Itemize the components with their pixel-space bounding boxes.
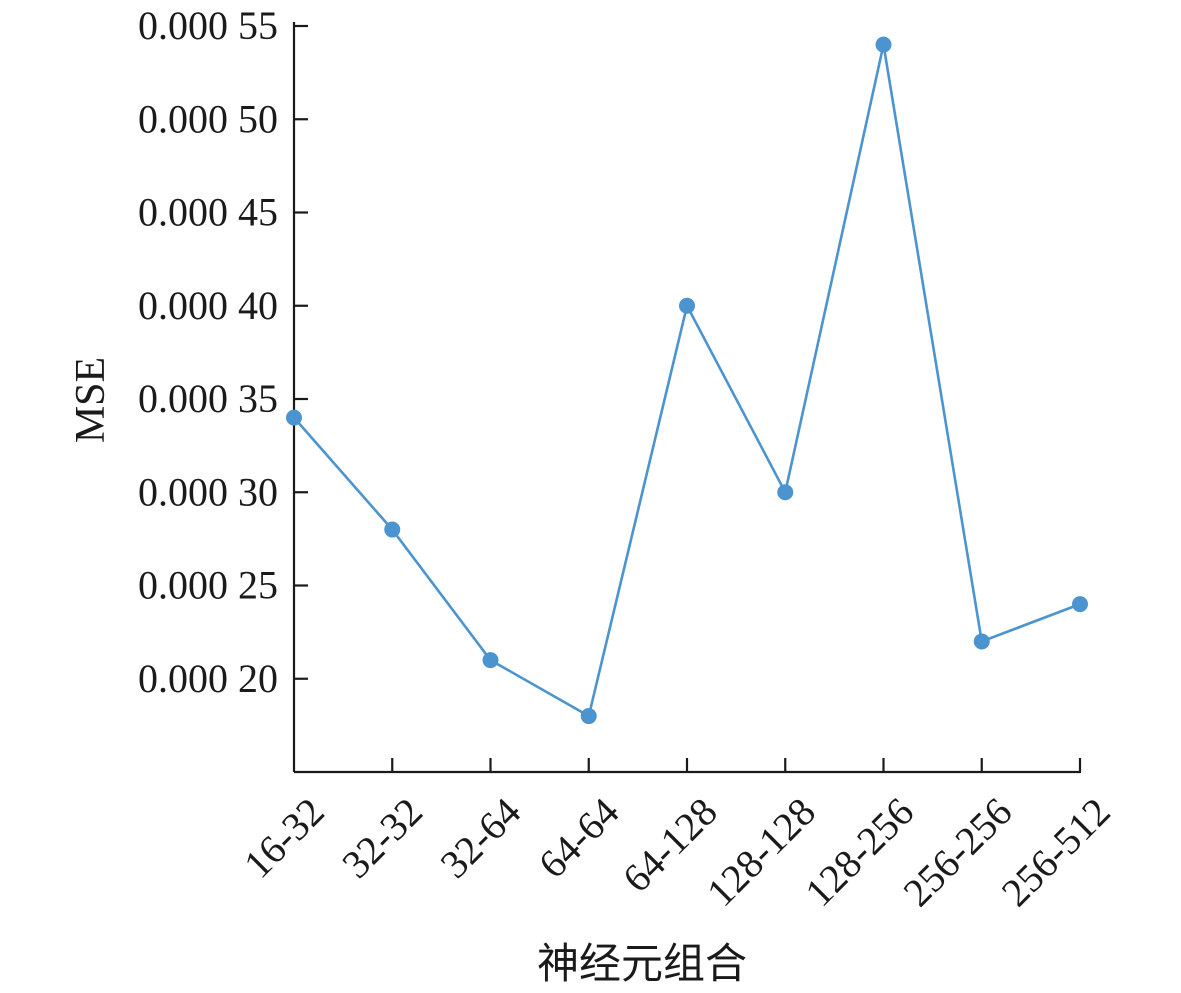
x-tick-label: 64-64 [530, 789, 628, 887]
data-point [580, 708, 597, 725]
y-tick-label: 0.000 50 [138, 96, 278, 141]
y-tick-label: 0.000 25 [138, 563, 278, 608]
y-tick-label: 0.000 20 [138, 656, 278, 701]
y-tick-label: 0.000 35 [138, 376, 278, 421]
y-tick-label: 0.000 45 [138, 190, 278, 235]
x-tick-label: 16-32 [235, 789, 333, 887]
y-axis-title: MSE [68, 357, 114, 443]
data-point [1072, 596, 1088, 613]
x-tick-label: 256-512 [993, 789, 1119, 915]
x-tick-label: 32-32 [333, 789, 431, 887]
y-tick-label: 0.000 40 [138, 283, 278, 328]
data-point [777, 484, 794, 501]
series-line [293, 44, 1081, 719]
series-group [286, 36, 1088, 725]
data-point [875, 36, 892, 53]
x-tick-label: 128-128 [698, 789, 824, 915]
data-point [384, 521, 401, 538]
y-tick-label: 0.000 30 [138, 469, 278, 514]
x-ticks: 16-32 32-32 32-64 64-6464-128128-128128-256… [235, 758, 1119, 915]
y-tick-label: 0.000 55 [138, 3, 278, 48]
data-point [482, 652, 499, 669]
data-point [679, 297, 695, 314]
x-tick-label: 32-64 [431, 789, 529, 887]
data-point [286, 409, 302, 426]
data-point [973, 633, 990, 650]
x-tick-label: 256-256 [894, 789, 1020, 915]
x-tick-label: 128-256 [796, 789, 922, 915]
y-ticks: 0.000 20 0.000 25 0.000 30 0.000 35 0.000 40… [138, 3, 308, 701]
x-axis-title: 神经元组合 [537, 942, 747, 988]
axes [292, 22, 1081, 774]
